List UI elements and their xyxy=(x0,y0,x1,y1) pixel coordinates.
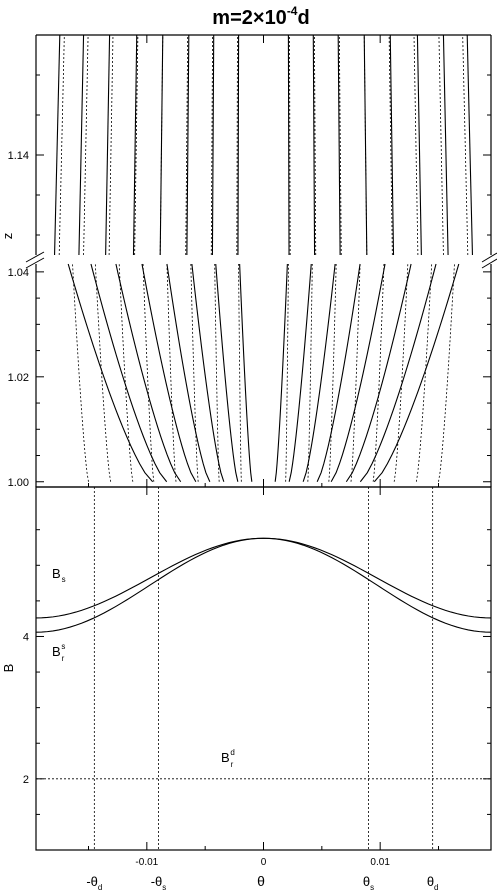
field-line-dotted-lower xyxy=(393,263,409,482)
field-line-dotted-upper xyxy=(314,34,317,256)
field-line-dotted-upper xyxy=(83,34,89,256)
field-line-solid-lower xyxy=(302,263,336,482)
label-bs: Bs xyxy=(52,566,66,584)
title-exponent: -4 xyxy=(287,4,298,18)
theta-tick-label: 0.01 xyxy=(370,857,390,868)
field-line-dotted-upper xyxy=(462,34,469,256)
field-line-solid-upper xyxy=(105,34,111,256)
field-line-solid-upper xyxy=(237,34,240,256)
chart-title: m=2×10-4d xyxy=(212,4,309,29)
field-line-solid-lower xyxy=(316,263,361,482)
field-line-dotted-upper xyxy=(159,34,164,256)
field-line-dotted-upper xyxy=(58,34,65,256)
field-line-dotted-lower xyxy=(118,263,134,482)
field-line-dotted-upper xyxy=(438,34,444,256)
field-line-dotted-lower xyxy=(438,263,455,482)
field-line-dotted-upper xyxy=(363,34,368,256)
field-line-solid-lower xyxy=(115,263,182,483)
theta-reference-label: θd xyxy=(427,874,439,892)
field-line-solid-lower xyxy=(191,263,225,482)
field-line-dotted-upper xyxy=(413,34,419,256)
field-line-dotted-lower xyxy=(307,263,313,482)
lower-axis-ticks: 2 4 -0.01 0 0.01 xyxy=(23,483,491,868)
field-line-solid-upper xyxy=(466,34,473,256)
field-line-solid-lower xyxy=(67,263,154,483)
title-main: m=2×10 xyxy=(212,7,287,29)
field-line-solid-lower xyxy=(90,263,168,483)
field-line-dotted-lower xyxy=(166,263,177,482)
theta-reference-label: θs xyxy=(363,874,374,892)
y-tick-label: 1.04 xyxy=(8,267,29,279)
title-tail: d xyxy=(297,7,309,29)
theta-axis-label: θ xyxy=(257,873,265,889)
upper-panel-frame xyxy=(35,34,492,488)
field-line-dotted-lower xyxy=(350,263,361,482)
upper-axis-ticks: 1.00 1.02 1.04 1.14 xyxy=(8,35,491,489)
field-line-solid-upper xyxy=(211,34,215,256)
field-line-dotted-lower xyxy=(72,263,89,482)
field-line-solid-upper xyxy=(389,34,395,256)
lower-panel-frame xyxy=(35,486,492,851)
field-line-solid-lower xyxy=(274,263,288,482)
field-line-dotted-lower xyxy=(190,263,199,482)
field-line-dotted-lower xyxy=(372,263,385,482)
field-line-dotted-upper xyxy=(134,34,139,256)
b-axis-label: B xyxy=(1,664,16,673)
field-line-solid-lower xyxy=(373,263,460,483)
field-line-dotted-upper xyxy=(338,34,342,256)
field-line-solid-lower xyxy=(359,263,437,483)
field-line-dotted-upper xyxy=(185,34,189,256)
field-line-solid-upper xyxy=(337,34,341,256)
theta-tick-label: -0.01 xyxy=(135,857,158,868)
field-line-dotted-lower xyxy=(94,263,112,482)
field-line-dotted-upper xyxy=(388,34,393,256)
field-line-dotted-lower xyxy=(214,263,220,482)
b-tick-label: 2 xyxy=(23,774,29,786)
series-bs-line xyxy=(35,537,492,619)
reference-lines xyxy=(93,487,434,850)
theta-tick-label: 0 xyxy=(261,857,267,868)
label-brs: Brs xyxy=(52,642,65,663)
field-line-solid-upper xyxy=(78,34,85,256)
b-tick-label: 4 xyxy=(23,631,29,643)
field-line-dotted-lower xyxy=(238,263,242,482)
theta-reference-label: -θd xyxy=(86,874,102,892)
field-line-solid-lower xyxy=(345,263,412,483)
field-line-solid-lower xyxy=(141,263,197,483)
field-line-dotted-lower xyxy=(285,263,289,482)
y-tick-label: 1.02 xyxy=(8,372,29,384)
axis-break-marks xyxy=(25,251,497,269)
field-line-solid-upper xyxy=(312,34,316,256)
field-line-solid-upper xyxy=(132,34,138,256)
field-line-dotted-upper xyxy=(108,34,114,256)
y-tick-label: 1.14 xyxy=(8,150,29,162)
field-line-solid-lower xyxy=(239,263,253,482)
field-line-solid-upper xyxy=(442,34,449,256)
field-line-solid-lower xyxy=(330,263,386,483)
field-line-solid-upper xyxy=(186,34,190,256)
theta-reference-label: -θs xyxy=(151,874,167,892)
field-line-dotted-lower xyxy=(142,263,155,482)
label-brd: Brd xyxy=(221,748,235,769)
field-line-dotted-lower xyxy=(415,263,433,482)
field-line-dotted-lower xyxy=(328,263,337,482)
field-line-dotted-upper xyxy=(289,34,291,256)
curves-group xyxy=(35,537,492,780)
field-line-dotted-upper xyxy=(210,34,213,256)
field-line-solid-lower xyxy=(288,263,312,482)
theta-reference-labels: -θd -θs θs θd xyxy=(86,874,438,892)
field-lines-group xyxy=(54,34,473,483)
series-brs-line xyxy=(35,537,492,633)
z-axis-label: z xyxy=(0,233,15,240)
y-tick-label: 1.00 xyxy=(8,477,29,489)
field-line-solid-upper xyxy=(416,34,422,256)
field-line-solid-lower xyxy=(215,263,239,482)
field-line-solid-upper xyxy=(54,34,61,256)
field-line-dotted-upper xyxy=(236,34,238,256)
field-line-solid-upper xyxy=(287,34,290,256)
field-line-solid-lower xyxy=(166,263,211,482)
